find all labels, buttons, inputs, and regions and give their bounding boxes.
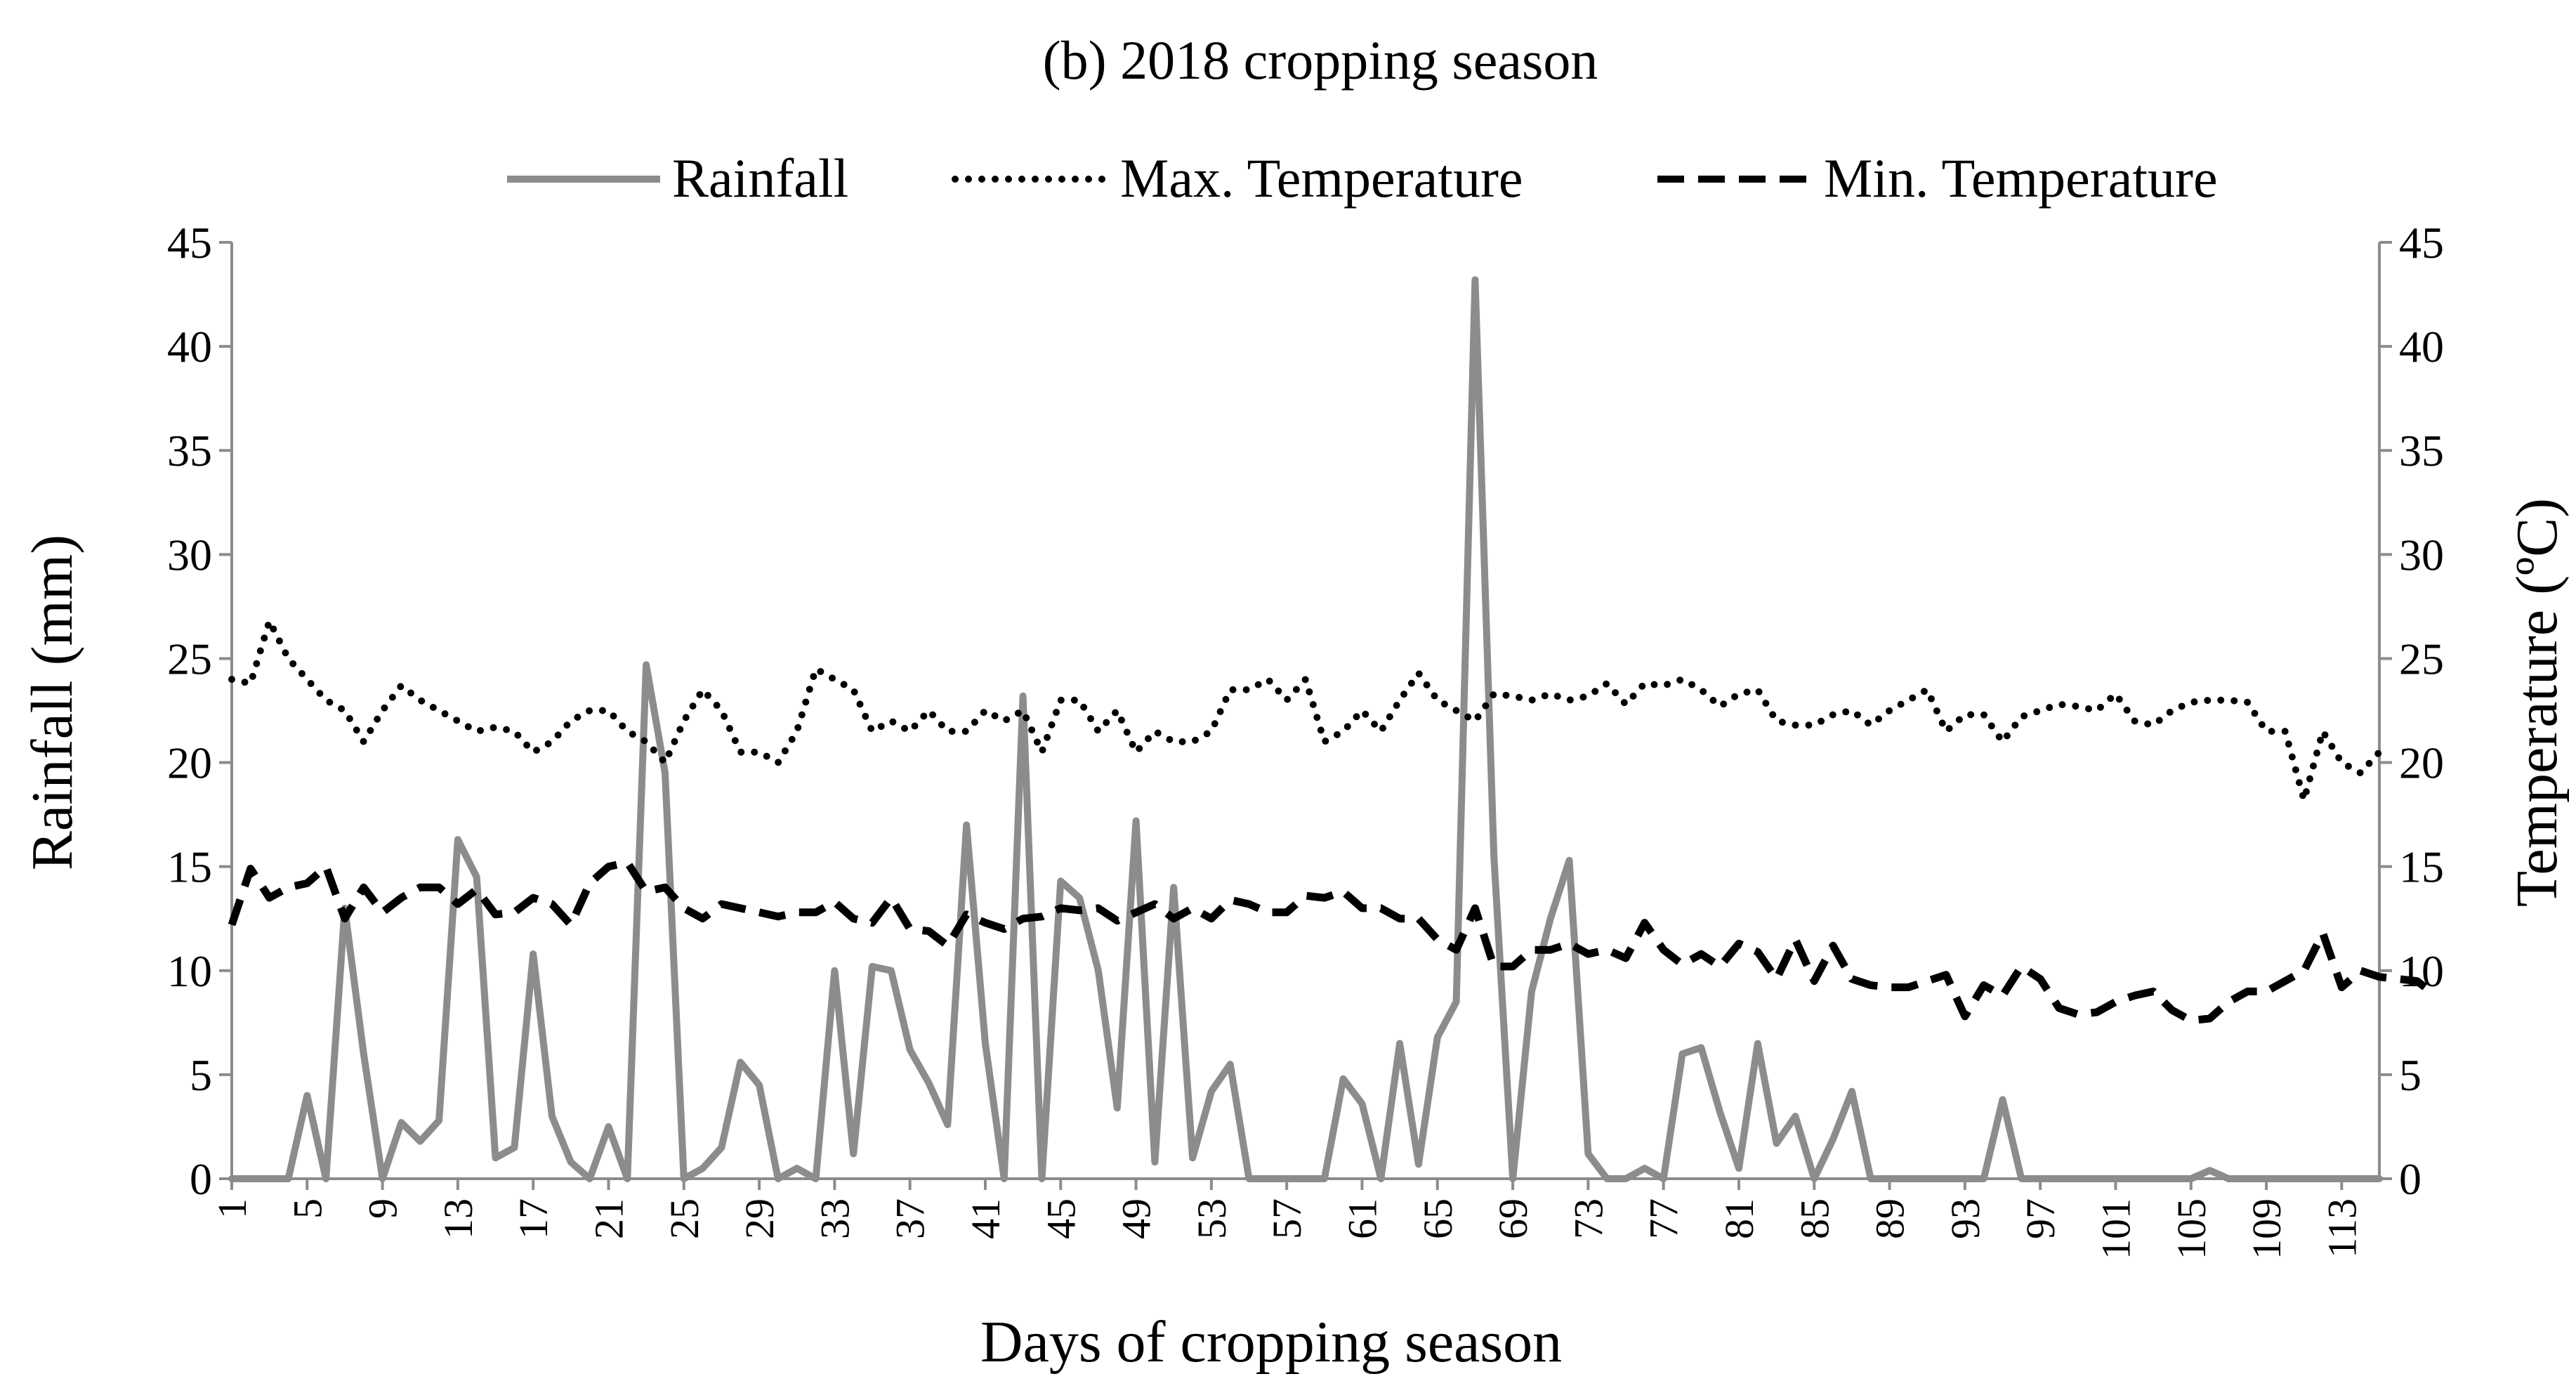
y-tick-label: 15 xyxy=(167,842,212,892)
x-tick-label: 57 xyxy=(1264,1198,1310,1239)
y2-tick-label: 25 xyxy=(2399,634,2444,683)
y-tick-label: 10 xyxy=(167,946,212,996)
y-tick-label: 35 xyxy=(167,426,212,476)
x-tick-label: 89 xyxy=(1867,1198,1913,1239)
x-tick-label: 21 xyxy=(586,1198,631,1239)
x-tick-label: 37 xyxy=(888,1198,933,1239)
x-tick-label: 101 xyxy=(2093,1198,2138,1260)
y-tick-label: 20 xyxy=(167,738,212,788)
legend-label-max-temperature: Max. Temperature xyxy=(1120,148,1523,209)
x-tick-label: 105 xyxy=(2169,1198,2214,1260)
x-tick-label: 77 xyxy=(1641,1198,1687,1239)
x-tick-label: 65 xyxy=(1415,1198,1461,1239)
series-layer xyxy=(228,276,2438,1182)
x-tick-label: 41 xyxy=(963,1198,1008,1239)
x-tick-label: 97 xyxy=(2018,1198,2063,1239)
x-tick-label: 17 xyxy=(511,1198,556,1239)
y-tick-label: 30 xyxy=(167,530,212,580)
x-tick-label: 61 xyxy=(1339,1198,1385,1239)
x-tick-label: 5 xyxy=(284,1198,330,1219)
y-tick-label: 25 xyxy=(167,634,212,683)
y2-tick-label: 20 xyxy=(2399,738,2444,788)
x-tick-label: 45 xyxy=(1038,1198,1084,1239)
series-line-max-temperature xyxy=(228,617,2383,804)
x-tick-label: 29 xyxy=(737,1198,782,1239)
legend-label-rainfall: Rainfall xyxy=(672,148,848,209)
y2-tick-label: 0 xyxy=(2399,1154,2421,1204)
x-tick-label: 93 xyxy=(1943,1198,1988,1239)
legend: Rainfall Max. Temperature Min. Temperatu… xyxy=(507,148,2218,209)
y-tick-label: 40 xyxy=(167,322,212,372)
series-line-rainfall xyxy=(228,276,2383,1182)
x-tick-label: 53 xyxy=(1189,1198,1235,1239)
y-tick-label: 5 xyxy=(190,1050,212,1100)
x-tick-label: 81 xyxy=(1716,1198,1762,1239)
legend-entry-min-temperature: Min. Temperature xyxy=(1657,148,2218,209)
y2-axis-title: Temperature (ºC) xyxy=(2504,498,2570,907)
y-tick-label: 45 xyxy=(167,218,212,268)
y2-tick-label: 40 xyxy=(2399,322,2444,372)
y-axis-title: Rainfall (mm) xyxy=(20,535,85,870)
y2-tick-label: 5 xyxy=(2399,1050,2421,1100)
x-tick-label: 73 xyxy=(1565,1198,1611,1239)
x-tick-label: 13 xyxy=(435,1198,481,1239)
y-tick-label: 0 xyxy=(190,1154,212,1204)
x-axis-title: Days of cropping season xyxy=(980,1309,1562,1375)
x-tick-label: 109 xyxy=(2244,1198,2289,1260)
x-tick-label: 49 xyxy=(1114,1198,1159,1239)
x-tick-label: 25 xyxy=(662,1198,707,1239)
x-tick-label: 113 xyxy=(2319,1198,2365,1258)
x-tick-label: 1 xyxy=(209,1198,255,1219)
x-tick-label: 85 xyxy=(1792,1198,1837,1239)
y2-tick-label: 30 xyxy=(2399,530,2444,580)
chart-title: (b) 2018 cropping season xyxy=(1043,30,1598,91)
series-line-min-temperature xyxy=(228,858,2438,1025)
legend-entry-rainfall: Rainfall xyxy=(507,148,848,209)
y2-tick-label: 15 xyxy=(2399,842,2444,892)
x-tick-label: 69 xyxy=(1490,1198,1536,1239)
x-tick-label: 9 xyxy=(360,1198,406,1219)
y2-tick-label: 35 xyxy=(2399,426,2444,476)
y2-tick-label: 45 xyxy=(2399,218,2444,268)
legend-entry-max-temperature: Max. Temperature xyxy=(952,148,1523,209)
legend-label-min-temperature: Min. Temperature xyxy=(1824,148,2218,209)
x-tick-label: 33 xyxy=(812,1198,857,1239)
